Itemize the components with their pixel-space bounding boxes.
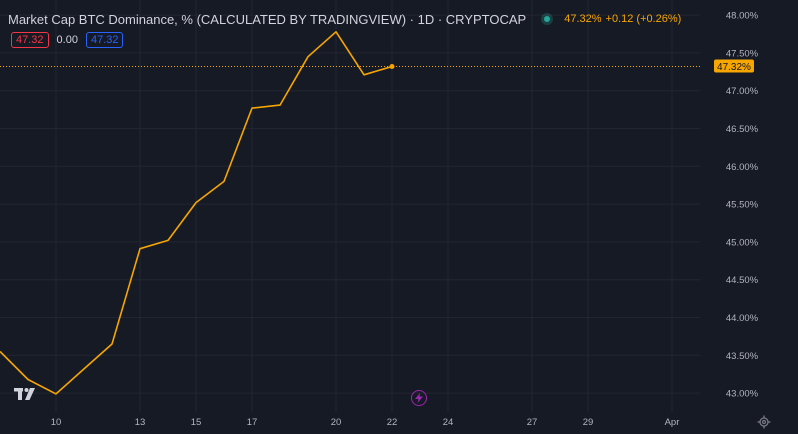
last-price-label-bg: [714, 59, 754, 73]
gear-icon[interactable]: [757, 415, 771, 434]
x-tick-label: 17: [247, 417, 258, 428]
y-tick-label: 47.50%: [726, 48, 759, 59]
ask-badge[interactable]: 47.32: [85, 32, 124, 48]
y-tick-label: 46.50%: [726, 124, 759, 135]
y-tick-label: 47.00%: [726, 86, 759, 97]
last-price-label: 47.32%: [714, 59, 754, 73]
x-tick-label: 20: [331, 417, 342, 428]
y-tick-label: 46.00%: [726, 162, 759, 173]
x-tick-label: 27: [527, 417, 538, 428]
x-tick-label: 10: [51, 417, 62, 428]
x-axis: 10 13 15 17 20 22 24 27 29 Apr: [51, 417, 680, 428]
x-tick-label: 24: [443, 417, 454, 428]
x-tick-label: 29: [583, 417, 594, 428]
change-value: +0.12 (+0.26%): [605, 13, 682, 25]
y-tick-label: 45.00%: [726, 237, 759, 248]
y-tick-label: 44.00%: [726, 313, 759, 324]
series-line: [0, 31, 393, 395]
symbol-title[interactable]: Market Cap BTC Dominance, % (CALCULATED …: [8, 11, 527, 27]
chart-header: Market Cap BTC Dominance, % (CALCULATED …: [8, 10, 681, 28]
x-tick-label: 15: [191, 417, 202, 428]
last-value: 47.32%: [564, 13, 602, 25]
y-tick-label: 48.00%: [726, 11, 759, 22]
quote-badges: 47.32 0.00 47.32: [11, 32, 129, 48]
x-tick-label: Apr: [665, 417, 680, 428]
y-tick-label: 43.50%: [726, 351, 759, 362]
grid-layer: [0, 0, 700, 412]
x-tick-label: 22: [387, 417, 398, 428]
market-status-icon[interactable]: [544, 16, 551, 22]
y-tick-label: 44.50%: [726, 275, 759, 286]
tradingview-logo-icon[interactable]: [14, 388, 38, 407]
last-price-label-text: 47.32%: [717, 62, 751, 73]
y-axis: 48.00% 47.50% 47.00% 46.50% 46.00% 45.50% 45.0…: [726, 11, 759, 400]
bid-badge[interactable]: 47.32: [11, 32, 49, 48]
last-point-marker: [389, 64, 395, 70]
y-tick-label: 45.50%: [726, 200, 759, 211]
lightning-icon[interactable]: [411, 390, 427, 406]
y-tick-label: 43.00%: [726, 389, 759, 400]
spread-value: 0.00: [56, 34, 78, 46]
x-tick-label: 13: [135, 417, 146, 428]
